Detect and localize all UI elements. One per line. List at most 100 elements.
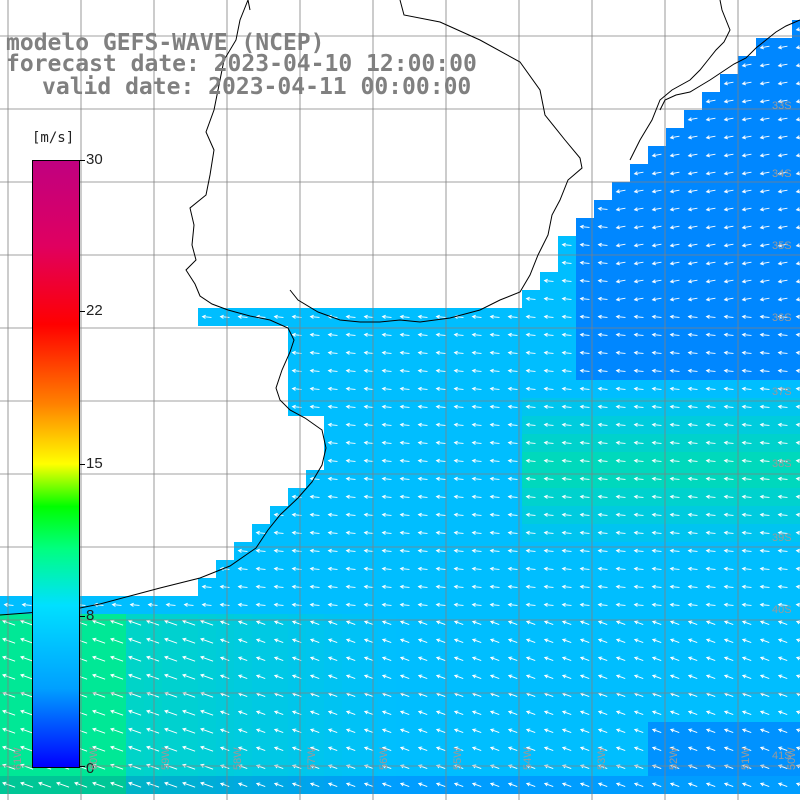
wind-arrow — [777, 279, 788, 284]
wind-arrow — [597, 548, 608, 553]
wind-arrow — [435, 422, 446, 427]
wind-arrow — [651, 656, 662, 661]
wind-arrow — [741, 710, 752, 715]
wind-arrow — [453, 350, 464, 355]
wind-arrow — [363, 494, 374, 499]
colorbar-tickmark — [79, 464, 85, 465]
wind-arrow — [92, 781, 106, 788]
wind-arrow — [435, 638, 446, 643]
wind-arrow — [579, 566, 590, 571]
wind-arrow — [741, 530, 752, 535]
wind-arrow — [2, 745, 16, 752]
wind-arrow — [363, 422, 374, 427]
wind-arrow — [453, 656, 464, 661]
wind-arrow — [453, 368, 464, 373]
wind-arrow — [146, 619, 160, 626]
wind-arrow — [777, 656, 788, 661]
wind-arrow — [705, 117, 716, 122]
wind-arrow — [651, 422, 662, 427]
wind-arrow — [273, 314, 284, 319]
wind-arrow — [651, 638, 662, 643]
wind-arrow — [795, 63, 800, 68]
wind-arrow — [363, 656, 374, 661]
wind-arrow — [579, 314, 590, 319]
lon-label-55w: 55W — [452, 747, 464, 770]
wind-arrow — [200, 619, 214, 626]
wind-speed-cell — [792, 488, 800, 506]
wind-arrow — [327, 422, 338, 427]
wind-arrow — [471, 458, 482, 463]
wind-arrow — [164, 673, 178, 680]
wind-arrow — [561, 494, 572, 499]
wind-arrow — [669, 243, 680, 248]
wind-arrow — [705, 386, 716, 391]
wind-arrow — [453, 458, 464, 463]
wind-arrow — [615, 548, 626, 553]
wind-arrow — [615, 440, 626, 445]
wind-arrow — [579, 476, 590, 481]
wind-speed-cell — [792, 362, 800, 380]
wind-arrow — [597, 404, 608, 409]
wind-arrow — [723, 171, 734, 176]
wind-arrow — [723, 746, 734, 751]
wind-arrow — [741, 440, 752, 445]
wind-arrow — [20, 637, 34, 644]
wind-arrow — [741, 314, 752, 319]
wind-arrow — [399, 332, 410, 337]
wind-arrow — [615, 602, 626, 607]
wind-arrow — [777, 782, 788, 787]
wind-arrow — [525, 530, 536, 535]
wind-arrow — [237, 638, 248, 643]
lat-label-35s: 35S — [772, 240, 792, 252]
wind-arrow — [471, 674, 482, 679]
wind-arrow — [633, 297, 644, 302]
wind-arrow — [597, 350, 608, 355]
wind-arrow — [164, 745, 178, 752]
wind-arrow — [237, 728, 248, 733]
wind-arrow — [381, 728, 392, 733]
wind-arrow — [615, 422, 626, 427]
wind-arrow — [183, 602, 194, 607]
wind-arrow — [309, 746, 320, 751]
wind-arrow — [633, 386, 644, 391]
wind-speed-cell — [792, 542, 800, 560]
wind-arrow — [687, 746, 698, 751]
wind-arrow — [741, 458, 752, 463]
wind-arrow — [597, 782, 608, 787]
wind-speed-cell — [792, 254, 800, 272]
wind-arrow — [651, 584, 662, 589]
wind-arrow — [615, 243, 626, 248]
wind-arrow — [723, 99, 734, 104]
wind-arrow — [723, 350, 734, 355]
wind-arrow — [147, 602, 158, 607]
wind-arrow — [399, 386, 410, 391]
wind-arrow — [309, 584, 320, 589]
wind-arrow — [507, 566, 518, 571]
wind-arrow — [237, 548, 248, 553]
wind-arrow — [741, 656, 752, 661]
wind-arrow — [363, 530, 374, 535]
wind-arrow — [705, 638, 716, 643]
wind-arrow — [399, 602, 410, 607]
wind-arrow — [525, 674, 536, 679]
lon-label-57w: 57W — [306, 747, 318, 770]
wind-arrow — [597, 566, 608, 571]
wind-arrow — [579, 782, 590, 787]
wind-speed-cell — [792, 578, 800, 596]
wind-arrow — [363, 674, 374, 679]
wind-arrow — [579, 332, 590, 337]
wind-arrow — [795, 243, 800, 248]
wind-arrow — [219, 782, 230, 787]
wind-arrow — [651, 620, 662, 625]
wind-arrow — [759, 512, 770, 517]
wind-arrow — [525, 638, 536, 643]
wind-arrow — [453, 782, 464, 787]
wind-arrow — [327, 386, 338, 391]
wind-arrow — [399, 728, 410, 733]
wind-arrow — [128, 619, 142, 626]
wind-arrow — [525, 350, 536, 355]
wind-arrow — [399, 782, 410, 787]
wind-arrow — [723, 710, 734, 715]
wind-speed-cell — [792, 560, 800, 578]
wind-arrow — [381, 674, 392, 679]
